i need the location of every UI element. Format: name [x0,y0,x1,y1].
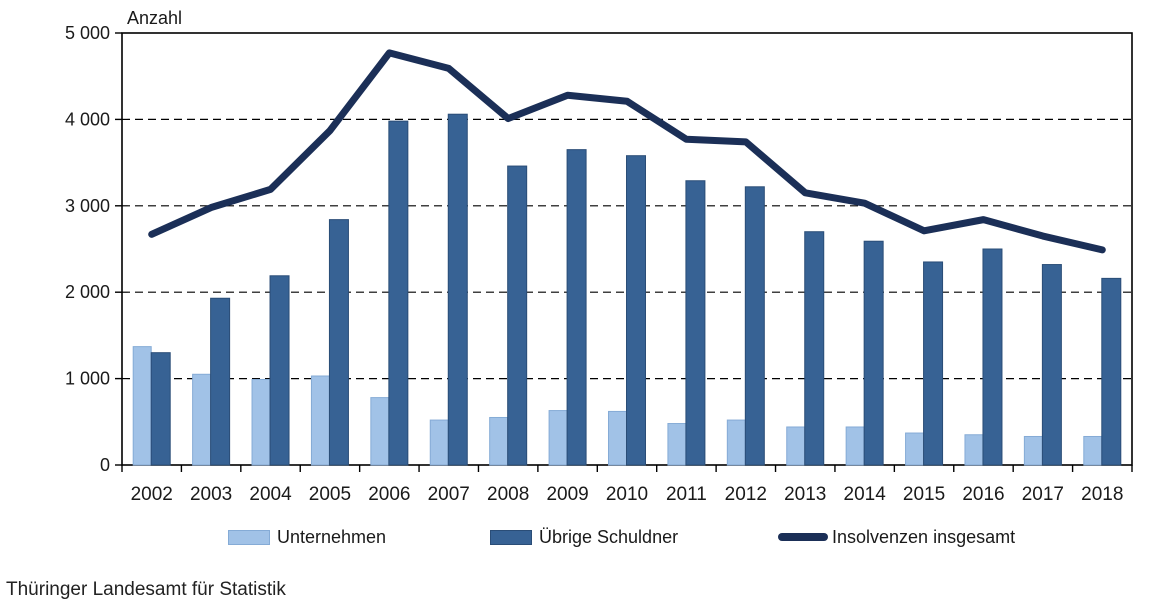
x-tick-label-2002: 2002 [131,484,173,505]
bar-unternehmen-2006 [370,397,390,466]
x-tick-label-2009: 2009 [546,484,588,505]
bar-uebrige-schuldner-2002 [150,352,171,466]
x-tick-label-2015: 2015 [903,484,945,505]
insolvenzen-insgesamt-line [148,49,1106,254]
bar-uebrige-schuldner-2015 [923,261,944,466]
bar-unternehmen-2009 [548,410,568,466]
bar-uebrige-schuldner-2017 [1041,264,1062,466]
bar-uebrige-schuldner-2013 [804,231,825,466]
x-tick-label-2003: 2003 [190,484,232,505]
legend-label-unternehmen: Unternehmen [277,526,387,547]
x-tick-label-2010: 2010 [606,484,648,505]
y-tick-label-1000: 1 000 [65,369,110,389]
x-tick-label-2008: 2008 [487,484,529,505]
bar-unternehmen-2008 [489,416,509,466]
bar-uebrige-schuldner-2010 [626,155,646,466]
legend-item-unternehmen: Unternehmen [228,524,386,550]
bar-uebrige-schuldner-2003 [210,297,231,466]
bar-uebrige-schuldner-2008 [507,165,528,466]
legend-label-uebrige-schuldner: Übrige Schuldner [539,526,679,547]
legend-label-insolvenzen-insgesamt: Insolvenzen insgesamt [832,526,1016,547]
x-tick-label-2011: 2011 [666,484,707,505]
y-tick-label-4000: 4 000 [65,109,110,129]
bar-unternehmen-2012 [726,419,746,466]
insolvency-combo-chart: 0 1 000 2 000 3 000 4 000 5 000 2002 2003 2004 20… [65,23,1133,505]
x-tick-label-2018: 2018 [1081,484,1123,505]
bar-unternehmen-2014 [845,426,865,466]
bar-unternehmen-2007 [429,419,449,466]
x-tick-label-2013: 2013 [784,484,826,505]
x-tick-label-2005: 2005 [309,484,351,505]
bar-unternehmen-2015 [905,432,925,466]
bar-unternehmen-2003 [192,373,212,466]
bar-uebrige-schuldner-2011 [685,180,706,466]
bar-unternehmen-2016 [964,434,984,466]
bar-uebrige-schuldner-2005 [328,219,349,466]
y-tick-label-2000: 2 000 [65,282,110,302]
x-tick-label-2012: 2012 [725,484,767,505]
bar-unternehmen-2013 [786,426,806,466]
bar-unternehmen-2010 [608,410,627,466]
bar-unternehmen-2004 [251,378,271,466]
legend-item-insolvenzen-insgesamt: Insolvenzen insgesamt [778,524,1015,550]
x-tick-label-2017: 2017 [1022,484,1064,505]
y-tick-label-0: 0 [100,455,110,475]
x-tick-label-2006: 2006 [368,484,410,505]
bar-unternehmen-2011 [667,423,687,466]
bar-uebrige-schuldner-2009 [566,149,587,466]
x-tick-label-2016: 2016 [962,484,1004,505]
legend-item-uebrige-schuldner: Übrige Schuldner [490,524,678,550]
bar-uebrige-schuldner-2018 [1101,277,1122,466]
y-tick-label-5000: 5 000 [65,23,110,43]
bar-unternehmen-2018 [1083,435,1103,466]
bar-uebrige-schuldner-2007 [447,113,468,466]
x-tick-label-2004: 2004 [249,484,292,505]
bar-uebrige-schuldner-2016 [982,248,1003,466]
x-tick-label-2007: 2007 [428,484,470,505]
bar-unternehmen-2005 [310,375,330,466]
bar-unternehmen-2002 [132,346,152,466]
x-tick-label-2014: 2014 [844,484,887,505]
y-axis-unit-label: Anzahl [127,8,183,28]
bar-uebrige-schuldner-2014 [863,240,884,466]
unternehmen-swatch [228,529,270,545]
source-attribution: Thüringer Landesamt für Statistik [6,579,286,600]
uebrige-schuldner-swatch [490,529,532,545]
bar-uebrige-schuldner-2004 [269,275,290,466]
bar-uebrige-schuldner-2012 [744,186,765,466]
bar-unternehmen-2017 [1023,435,1043,466]
insolvenzen-insgesamt-line-swatch [778,533,828,541]
chart-legend: Unternehmen Übrige Schuldner Insolvenzen… [0,524,1176,554]
y-tick-label-3000: 3 000 [65,196,110,216]
bar-uebrige-schuldner-2006 [388,120,409,466]
